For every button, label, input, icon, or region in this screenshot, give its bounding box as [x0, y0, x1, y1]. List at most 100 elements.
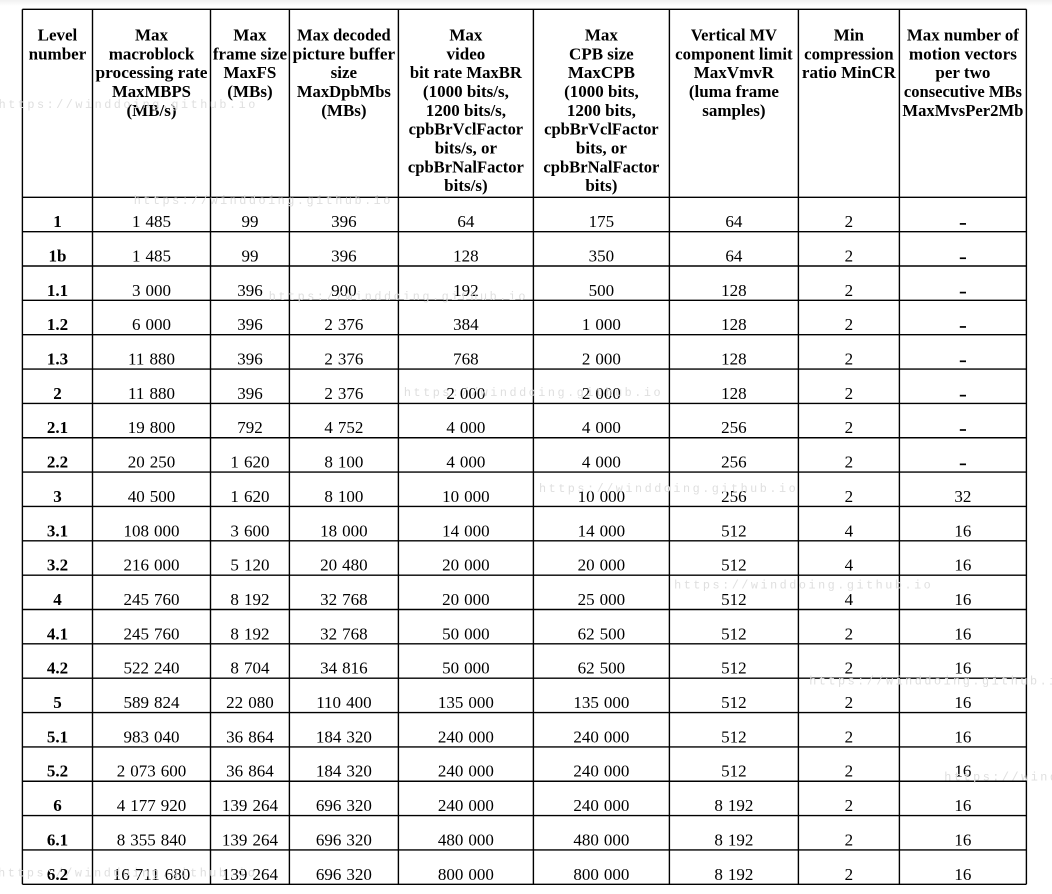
- svg-text:bits): bits): [585, 176, 617, 195]
- svg-text:11 880: 11 880: [128, 384, 175, 403]
- svg-text:frame size: frame size: [213, 44, 288, 63]
- svg-text:2: 2: [845, 487, 854, 506]
- svg-text:396: 396: [237, 384, 263, 403]
- svg-text:3: 3: [53, 487, 62, 506]
- svg-text:4 000: 4 000: [446, 453, 485, 472]
- svg-text:5.1: 5.1: [47, 727, 68, 746]
- svg-text:245 760: 245 760: [123, 624, 179, 643]
- svg-text:ratio MinCR: ratio MinCR: [802, 63, 897, 82]
- svg-text:396: 396: [331, 246, 357, 265]
- svg-text:512: 512: [721, 590, 747, 609]
- svg-text:cpbBrNalFactor: cpbBrNalFactor: [408, 157, 524, 176]
- svg-text:108 000: 108 000: [123, 521, 179, 540]
- svg-text:2: 2: [845, 281, 854, 300]
- svg-text:picture buffer: picture buffer: [293, 44, 396, 63]
- svg-text:8 192: 8 192: [714, 796, 753, 815]
- svg-text:2 073 600: 2 073 600: [117, 762, 187, 781]
- svg-text:component limit: component limit: [675, 44, 793, 63]
- svg-text:6: 6: [53, 796, 62, 815]
- svg-text:16: 16: [954, 796, 971, 815]
- svg-text:2 000: 2 000: [582, 350, 621, 369]
- svg-text:MaxDpbMbs: MaxDpbMbs: [297, 82, 391, 101]
- svg-text:99: 99: [241, 212, 258, 231]
- svg-text:99: 99: [241, 246, 258, 265]
- svg-text:16: 16: [954, 556, 971, 575]
- svg-text:Vertical MV: Vertical MV: [691, 25, 778, 44]
- svg-text:2: 2: [845, 212, 854, 231]
- svg-text:192: 192: [453, 281, 479, 300]
- svg-text:MaxFS: MaxFS: [224, 63, 277, 82]
- svg-text:14 000: 14 000: [442, 521, 490, 540]
- svg-text:2 000: 2 000: [582, 384, 621, 403]
- svg-text:36 864: 36 864: [226, 762, 274, 781]
- svg-text:4 177 920: 4 177 920: [117, 796, 187, 815]
- svg-text:2: 2: [845, 796, 854, 815]
- svg-text:1: 1: [53, 212, 62, 231]
- svg-text:350: 350: [589, 246, 615, 265]
- svg-text:20 000: 20 000: [442, 590, 490, 609]
- svg-text:consecutive MBs: consecutive MBs: [904, 82, 1022, 101]
- svg-text:20 480: 20 480: [320, 556, 368, 575]
- svg-text:video: video: [447, 44, 486, 63]
- svg-text:1.2: 1.2: [47, 315, 68, 334]
- svg-text:256: 256: [721, 487, 747, 506]
- svg-text:Max: Max: [585, 25, 619, 44]
- svg-text:256: 256: [721, 418, 747, 437]
- svg-text:2: 2: [845, 624, 854, 643]
- svg-text:1.3: 1.3: [47, 350, 68, 369]
- svg-text:245 760: 245 760: [123, 590, 179, 609]
- svg-text:2: 2: [845, 762, 854, 781]
- svg-text:10 000: 10 000: [578, 487, 626, 506]
- svg-text:64: 64: [725, 212, 743, 231]
- svg-text:800 000: 800 000: [573, 865, 629, 884]
- svg-text:128: 128: [721, 281, 747, 300]
- svg-text:2: 2: [845, 693, 854, 712]
- svg-text:1 000: 1 000: [582, 315, 621, 334]
- svg-text:size: size: [331, 63, 358, 82]
- svg-text:16 711 680: 16 711 680: [113, 865, 190, 884]
- svg-text:110 400: 110 400: [316, 693, 371, 712]
- svg-text:696 320: 696 320: [316, 865, 372, 884]
- svg-text:(1000 bits,: (1000 bits,: [564, 82, 639, 101]
- svg-text:32 768: 32 768: [320, 590, 368, 609]
- svg-text:512: 512: [721, 659, 747, 678]
- svg-text:62 500: 62 500: [578, 659, 626, 678]
- svg-text:2 376: 2 376: [324, 384, 363, 403]
- svg-text:https://winddoing.github.io: https://winddoing.github.io: [134, 194, 393, 208]
- svg-text:512: 512: [721, 624, 747, 643]
- svg-text:16: 16: [954, 830, 971, 849]
- svg-text:https://winddoing.github.io: https://winddoing.github.io: [0, 98, 258, 112]
- svg-text:2: 2: [845, 384, 854, 403]
- svg-text:4 752: 4 752: [324, 418, 363, 437]
- svg-text:500: 500: [589, 281, 615, 300]
- svg-text:5: 5: [53, 693, 62, 712]
- svg-text:4: 4: [845, 590, 854, 609]
- svg-text:bits/s, or: bits/s, or: [435, 139, 498, 158]
- svg-text:696 320: 696 320: [316, 830, 372, 849]
- svg-text:10 000: 10 000: [442, 487, 490, 506]
- svg-text:https://winddoing.github.io: https://winddoing.github.io: [269, 290, 528, 304]
- svg-text:135 000: 135 000: [573, 693, 629, 712]
- svg-text:1 620: 1 620: [230, 487, 269, 506]
- svg-text:20 000: 20 000: [442, 556, 490, 575]
- svg-text:25 000: 25 000: [578, 590, 626, 609]
- svg-text:motion vectors: motion vectors: [909, 44, 1017, 63]
- svg-text:(MB/s): (MB/s): [126, 101, 176, 120]
- svg-text:128: 128: [721, 350, 747, 369]
- svg-text:900: 900: [331, 281, 357, 300]
- svg-text:8 192: 8 192: [230, 590, 269, 609]
- svg-text:https://winddoing.github.io: https://winddoing.github.io: [0, 867, 257, 881]
- svg-text:240 000: 240 000: [573, 762, 629, 781]
- svg-text:384: 384: [453, 315, 479, 334]
- svg-text:22 080: 22 080: [226, 693, 274, 712]
- svg-text:512: 512: [721, 727, 747, 746]
- svg-text:768: 768: [453, 350, 479, 369]
- svg-text:Min: Min: [834, 25, 865, 44]
- svg-text:6 000: 6 000: [132, 315, 171, 334]
- svg-text:240 000: 240 000: [438, 727, 494, 746]
- svg-text:number: number: [29, 44, 87, 63]
- svg-text:compression: compression: [804, 44, 894, 63]
- svg-text:184 320: 184 320: [316, 762, 372, 781]
- svg-text:2: 2: [845, 830, 854, 849]
- svg-text:240 000: 240 000: [573, 796, 629, 815]
